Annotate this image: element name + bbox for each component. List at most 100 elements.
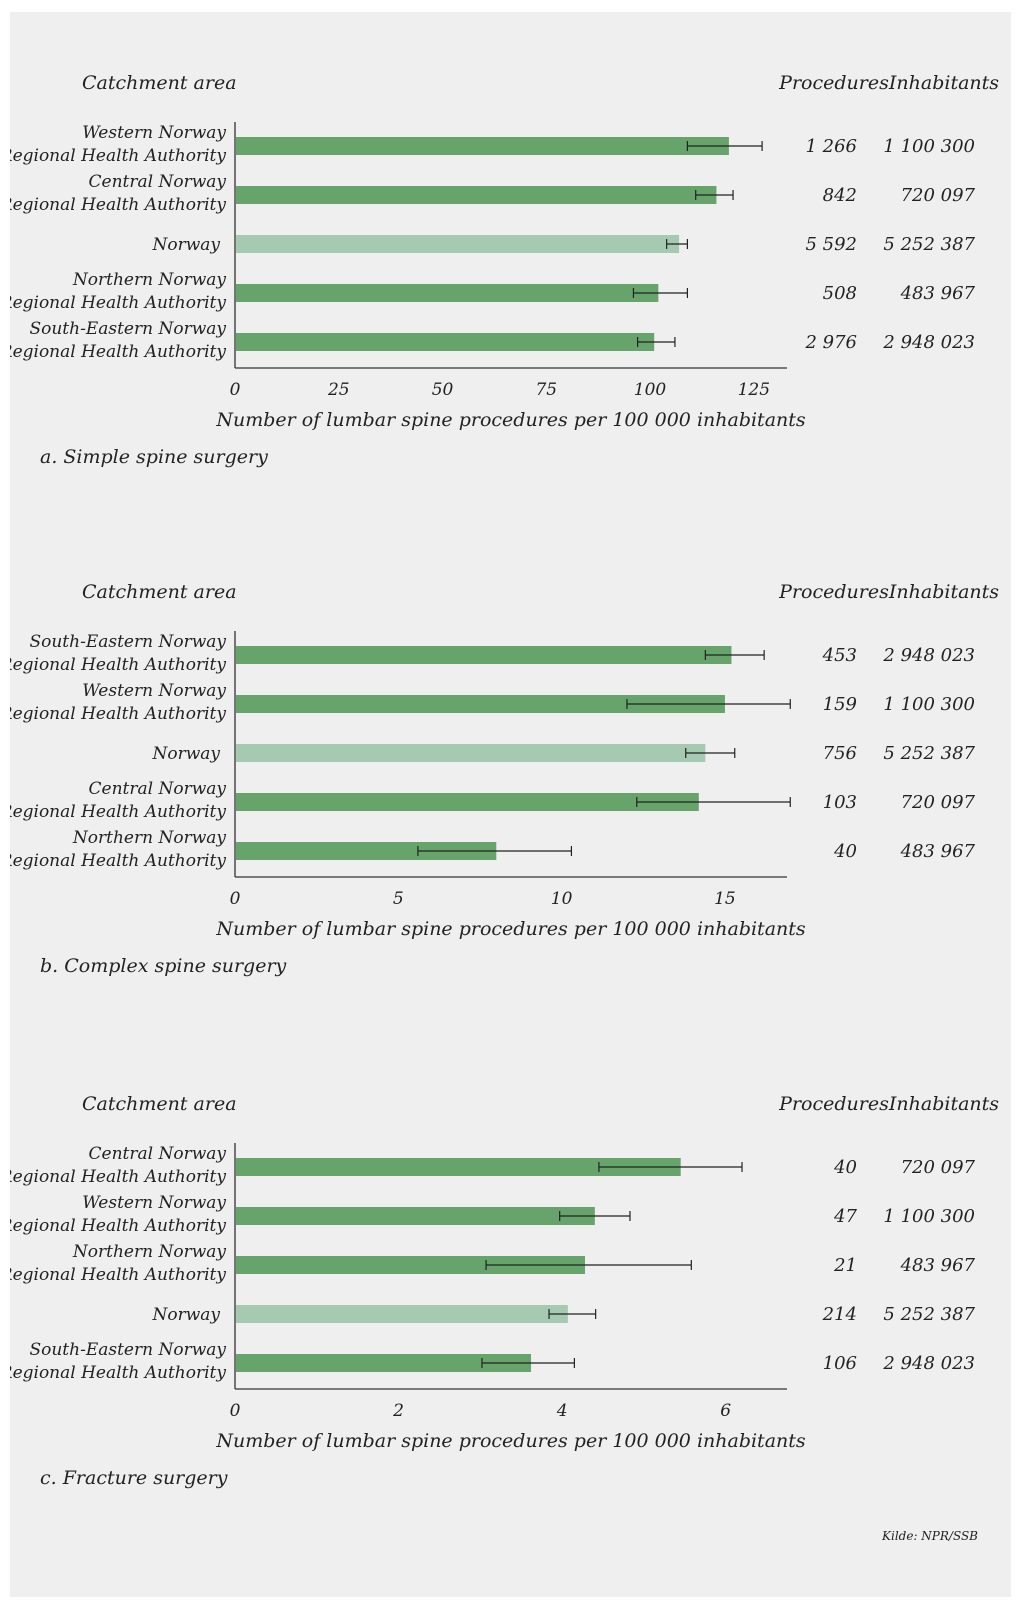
chart-caption: a. Simple spine surgery xyxy=(40,446,268,468)
category-label: Northern Norway xyxy=(72,1242,226,1262)
category-label-line2: Regional Health Authority xyxy=(10,1167,226,1187)
data-bar xyxy=(236,793,699,811)
category-label-line2: Regional Health Authority xyxy=(10,802,226,822)
data-bar xyxy=(236,646,732,664)
x-tick-label: 50 xyxy=(432,380,454,400)
catchment-area-header: Catchment area xyxy=(82,1093,237,1115)
x-tick-label: 5 xyxy=(393,889,404,909)
category-label-line2: Regional Health Authority xyxy=(10,1216,226,1236)
procedures-value: 756 xyxy=(823,743,857,764)
procedures-value: 103 xyxy=(823,792,857,813)
category-label: South-Eastern Norway xyxy=(29,1340,226,1360)
category-label: Western Norway xyxy=(82,681,226,701)
chart-caption: b. Complex spine surgery xyxy=(40,955,287,977)
inhabitants-header: Inhabitants xyxy=(888,1093,999,1115)
procedures-value: 508 xyxy=(823,283,857,304)
category-label: Northern Norway xyxy=(72,828,226,848)
category-label-line2: Regional Health Authority xyxy=(10,704,226,724)
category-label-line2: Regional Health Authority xyxy=(10,1265,226,1285)
x-tick-label: 125 xyxy=(738,380,770,400)
procedures-value: 21 xyxy=(833,1255,857,1276)
inhabitants-value: 483 967 xyxy=(900,841,976,862)
x-tick-label: 4 xyxy=(556,1401,568,1421)
category-label: Norway xyxy=(151,744,220,764)
procedures-header: Procedures xyxy=(778,581,889,603)
category-label: Central Norway xyxy=(89,172,227,192)
data-bar xyxy=(236,842,497,860)
catchment-area-header: Catchment area xyxy=(82,72,237,94)
procedures-value: 40 xyxy=(833,1157,857,1178)
inhabitants-value: 2 948 023 xyxy=(882,1353,975,1374)
inhabitants-value: 483 967 xyxy=(900,1255,976,1276)
x-tick-label: 100 xyxy=(634,380,667,400)
inhabitants-value: 2 948 023 xyxy=(882,645,975,666)
x-tick-label: 15 xyxy=(714,889,736,909)
inhabitants-header: Inhabitants xyxy=(888,72,999,94)
procedures-value: 40 xyxy=(833,841,857,862)
data-bar xyxy=(236,235,680,253)
procedures-value: 214 xyxy=(822,1304,857,1325)
procedures-header: Procedures xyxy=(778,1093,889,1115)
x-axis-label: Number of lumbar spine procedures per 10… xyxy=(215,409,806,431)
x-tick-label: 10 xyxy=(551,889,573,909)
data-bar xyxy=(236,1158,681,1176)
procedures-value: 1 266 xyxy=(805,136,857,157)
inhabitants-value: 5 252 387 xyxy=(883,234,975,255)
x-tick-label: 2 xyxy=(392,1401,404,1421)
data-bar xyxy=(236,1207,595,1225)
procedures-header: Procedures xyxy=(778,72,889,94)
category-label: South-Eastern Norway xyxy=(29,319,226,339)
category-label: Northern Norway xyxy=(72,270,226,290)
procedures-value: 106 xyxy=(823,1353,857,1374)
data-bar xyxy=(236,333,655,351)
figure-panel: Kilde: NPR/SSB Catchment area Procedures I… xyxy=(10,12,1011,1597)
source-note: Kilde: NPR/SSB xyxy=(881,1529,978,1543)
data-bar xyxy=(236,1305,568,1323)
category-label: Norway xyxy=(151,235,220,255)
category-label: South-Eastern Norway xyxy=(29,632,226,652)
category-label-line2: Regional Health Authority xyxy=(10,655,226,675)
x-axis-label: Number of lumbar spine procedures per 10… xyxy=(215,1430,806,1452)
category-label-line2: Regional Health Authority xyxy=(10,851,226,871)
data-bar xyxy=(236,1354,532,1372)
chart-caption: c. Fracture surgery xyxy=(40,1467,228,1489)
x-tick-label: 0 xyxy=(230,1401,241,1421)
category-label-line2: Regional Health Authority xyxy=(10,293,226,313)
inhabitants-value: 720 097 xyxy=(901,185,976,206)
catchment-area-header: Catchment area xyxy=(82,581,237,603)
data-bar xyxy=(236,284,659,302)
inhabitants-value: 1 100 300 xyxy=(883,694,975,715)
inhabitants-value: 483 967 xyxy=(900,283,976,304)
x-tick-label: 75 xyxy=(535,380,557,400)
inhabitants-value: 1 100 300 xyxy=(883,136,975,157)
data-bar xyxy=(236,744,706,762)
inhabitants-value: 2 948 023 xyxy=(882,332,975,353)
x-tick-label: 0 xyxy=(230,889,241,909)
inhabitants-value: 720 097 xyxy=(901,1157,976,1178)
x-tick-label: 6 xyxy=(720,1401,731,1421)
data-bar xyxy=(236,186,717,204)
category-label-line2: Regional Health Authority xyxy=(10,342,226,362)
chart-figure: Kilde: NPR/SSB Catchment area Procedures I… xyxy=(10,72,999,1543)
category-label: Norway xyxy=(151,1305,220,1325)
data-bar xyxy=(236,137,729,155)
inhabitants-value: 720 097 xyxy=(901,792,976,813)
category-label: Western Norway xyxy=(82,1193,226,1213)
procedures-value: 5 592 xyxy=(805,234,857,255)
x-tick-label: 25 xyxy=(327,380,350,400)
procedures-value: 47 xyxy=(833,1206,857,1227)
inhabitants-value: 1 100 300 xyxy=(883,1206,975,1227)
procedures-value: 159 xyxy=(823,694,857,715)
procedures-value: 2 976 xyxy=(804,332,857,353)
category-label: Central Norway xyxy=(89,779,227,799)
x-axis-label: Number of lumbar spine procedures per 10… xyxy=(215,918,806,940)
inhabitants-value: 5 252 387 xyxy=(883,743,975,764)
category-label-line2: Regional Health Authority xyxy=(10,146,226,166)
x-tick-label: 0 xyxy=(230,380,241,400)
data-bar xyxy=(236,695,725,713)
category-label-line2: Regional Health Authority xyxy=(10,195,226,215)
procedures-value: 842 xyxy=(823,185,857,206)
category-label: Central Norway xyxy=(89,1144,227,1164)
category-label-line2: Regional Health Authority xyxy=(10,1363,226,1383)
data-bar xyxy=(236,1256,586,1274)
